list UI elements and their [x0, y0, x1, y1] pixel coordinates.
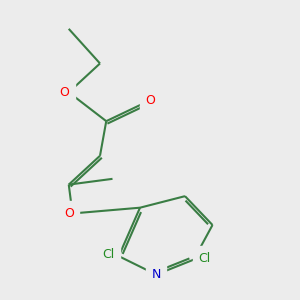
Text: O: O [64, 207, 74, 220]
Text: O: O [146, 94, 155, 106]
Text: Cl: Cl [102, 248, 114, 261]
Text: N: N [152, 268, 161, 281]
Text: O: O [59, 86, 69, 99]
Text: Cl: Cl [198, 252, 211, 265]
